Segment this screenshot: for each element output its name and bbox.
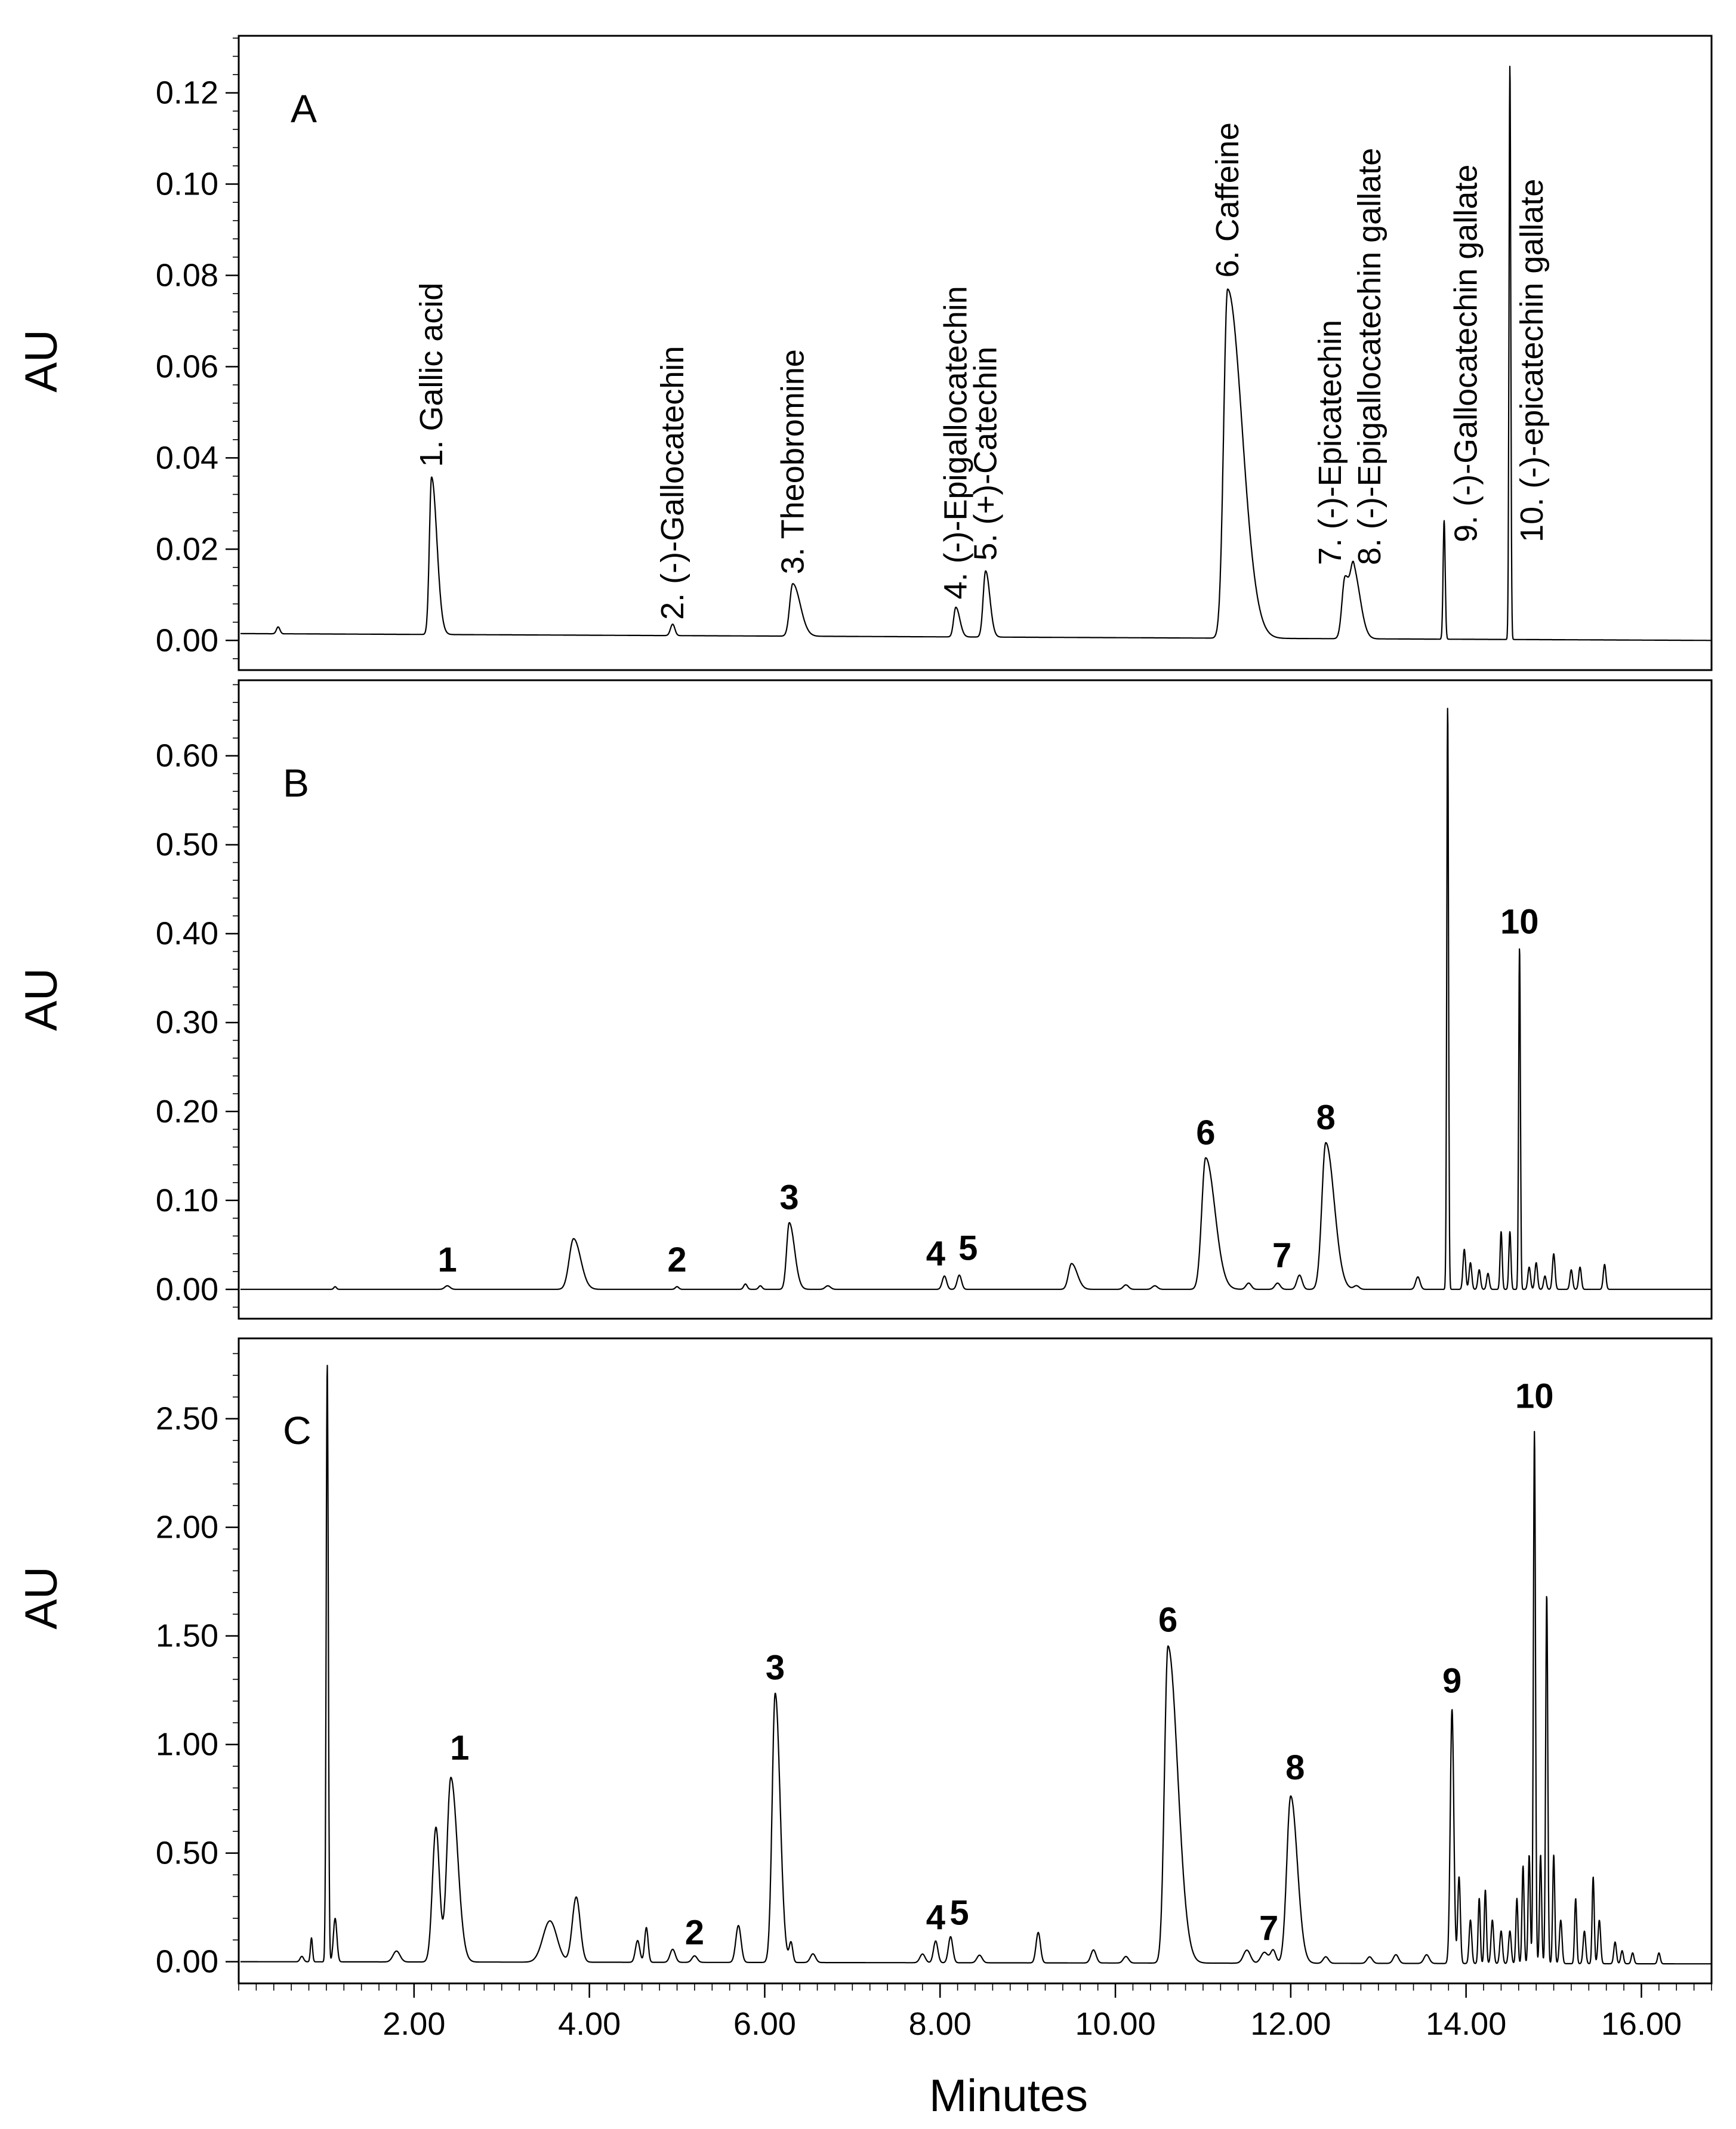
panel-a-y-tick-label: 0.00 xyxy=(156,622,218,658)
x-axis-title: Minutes xyxy=(929,2071,1088,2121)
peak-label: 5. (+)-Catechin xyxy=(968,347,1004,561)
panel-c-y-tick-label: 2.00 xyxy=(156,1510,218,1545)
panel-b-y-tick-label: 0.20 xyxy=(156,1094,218,1130)
panel-c-x-tick-label: 4.00 xyxy=(558,2006,621,2042)
peak-number-label: 5 xyxy=(958,1229,978,1268)
peak-number-label: 2 xyxy=(667,1241,686,1279)
panel-b-letter: B xyxy=(283,761,309,805)
panel-c-y-axis-label: AU xyxy=(16,1566,67,1630)
peak-number-label: 7 xyxy=(1272,1236,1291,1275)
peak-label: 6. Caffeine xyxy=(1210,122,1245,277)
panel-c-x-tick-label: 16.00 xyxy=(1601,2006,1682,2042)
panel-c-x-tick-label: 6.00 xyxy=(733,2006,796,2042)
panel-a-trace xyxy=(240,66,1712,641)
peak-number-label: 8 xyxy=(1316,1099,1335,1137)
panel-a: AU A 0.00 0.02 0.04 0.06 0.08 0.10 0.12 1. Gall… xyxy=(16,35,1713,671)
peak-number-label: 5 xyxy=(949,1894,969,1933)
panel-a-y-axis-label: AU xyxy=(16,329,67,393)
panel-a-y-tick-label: 0.10 xyxy=(156,166,218,202)
peak-number-label: 6 xyxy=(1196,1113,1215,1152)
peak-number-label: 4 xyxy=(926,1235,945,1273)
peak-number-label: 1 xyxy=(450,1729,469,1767)
panel-c-trace xyxy=(240,1365,1712,1965)
panel-a-letter: A xyxy=(291,87,317,131)
peak-label: 4. (-)-Epigallocatechin xyxy=(938,286,974,599)
panel-c-letter: C xyxy=(283,1408,312,1452)
panel-b-y-tick-label: 0.40 xyxy=(156,916,218,952)
peak-number-label: 8 xyxy=(1285,1748,1305,1787)
peak-label: 7. (-)-Epicatechin xyxy=(1312,320,1348,565)
panel-a-y-tick-label: 0.06 xyxy=(156,348,218,384)
panel-c-x-tick-label: 14.00 xyxy=(1426,2006,1506,2042)
peak-number-label: 3 xyxy=(766,1648,785,1687)
peak-label: 1. Gallic acid xyxy=(414,283,449,467)
panel-c-y-tick-label: 2.50 xyxy=(156,1401,218,1437)
panel-a-y-tick-label: 0.12 xyxy=(156,75,218,111)
panel-c-x-tick-label: 12.00 xyxy=(1250,2006,1331,2042)
panel-a-y-tick-label: 0.04 xyxy=(156,440,218,476)
panel-c-x-tick-label: 8.00 xyxy=(909,2006,972,2042)
peak-label: 2. (-)-Gallocatechin xyxy=(655,346,690,620)
peak-number-label: 9 xyxy=(1442,1661,1461,1700)
panel-b-y-axis-label: AU xyxy=(16,968,67,1031)
panel-c-x-tick-label: 10.00 xyxy=(1075,2006,1155,2042)
peak-number-label: 7 xyxy=(1259,1909,1278,1948)
panel-a-y-tick-label: 0.08 xyxy=(156,257,218,293)
panel-b-frame xyxy=(238,679,1713,1320)
panel-c-y-tick-label: 0.00 xyxy=(156,1944,218,1980)
panel-b-y-tick-label: 0.00 xyxy=(156,1272,218,1307)
panel-c-x-tick-label: 2.00 xyxy=(383,2006,445,2042)
peak-number-label: 3 xyxy=(779,1178,798,1217)
peak-label: 9. (-)-Gallocatechin gallate xyxy=(1448,165,1484,542)
panel-a-frame xyxy=(238,35,1713,671)
panel-b: AU B 0.00 0.10 0.20 0.30 0.40 0.50 0.60 1 2 3 4 5 6 7… xyxy=(16,679,1713,1320)
peak-label: 8. (-)-Epigallocatechin gallate xyxy=(1352,148,1387,565)
panel-b-y-tick-label: 0.30 xyxy=(156,1005,218,1041)
panel-c: AU C Minutes 0.00 0.50 1.00 1.50 2.00 2.50 2.0… xyxy=(16,1337,1713,2121)
panel-b-y-tick-label: 0.50 xyxy=(156,827,218,863)
panel-c-y-tick-label: 0.50 xyxy=(156,1835,218,1871)
panel-b-trace xyxy=(240,708,1712,1290)
peak-number-label: 4 xyxy=(926,1898,945,1937)
peak-number-label: 1 xyxy=(438,1241,457,1279)
peak-label: 10. (-)-epicatechin gallate xyxy=(1514,179,1550,542)
panel-b-y-tick-label: 0.60 xyxy=(156,738,218,774)
peak-label: 3. Theobromine xyxy=(775,349,810,574)
panel-a-y-tick-label: 0.02 xyxy=(156,531,218,567)
panel-b-y-tick-label: 0.10 xyxy=(156,1183,218,1218)
peak-number-label: 6 xyxy=(1158,1600,1177,1639)
peak-number-label: 2 xyxy=(685,1913,704,1952)
panel-c-y-tick-label: 1.00 xyxy=(156,1727,218,1763)
panel-c-y-tick-label: 1.50 xyxy=(156,1618,218,1654)
peak-number-label: 10 xyxy=(1500,903,1539,942)
peak-number-label: 10 xyxy=(1515,1377,1554,1415)
